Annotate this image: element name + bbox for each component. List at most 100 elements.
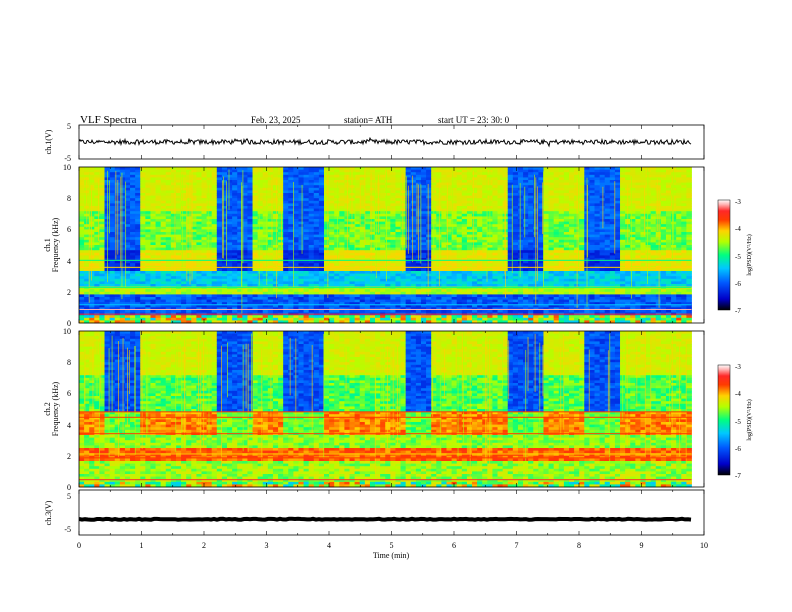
spectrogram-cell xyxy=(89,172,95,176)
spectrogram-cell xyxy=(186,203,192,207)
spectrogram-cell xyxy=(313,299,320,303)
spectrogram-cell xyxy=(257,174,264,178)
spectrogram-cell xyxy=(497,237,504,241)
spectrogram-cell xyxy=(354,260,361,264)
spectrogram-cell xyxy=(211,247,218,251)
spectrogram-cell xyxy=(242,294,248,298)
spectrogram-cell xyxy=(252,229,259,233)
spectrogram-cell xyxy=(262,219,269,222)
spectrogram-cell xyxy=(451,247,458,251)
spectrogram-cell xyxy=(206,182,213,186)
spectrogram-cell xyxy=(324,187,330,191)
spectrogram-cell xyxy=(339,172,345,176)
spectrogram-cell xyxy=(380,297,386,300)
spectrogram-cell xyxy=(94,263,100,267)
spectrogram-cell xyxy=(278,224,284,228)
spectrogram-cell xyxy=(79,273,85,277)
spectrogram-cell xyxy=(380,268,386,272)
spectrogram-cell xyxy=(420,190,427,194)
spectrogram-cell xyxy=(89,169,95,173)
ch1-spectrogram-panel: 0 2 4 6 8 10 ch.1 Frequency (kHz) xyxy=(43,163,705,328)
spectrogram-cell xyxy=(191,190,197,194)
spectrogram-cell xyxy=(237,297,243,300)
spectrogram-cell xyxy=(206,203,213,207)
spectrogram-cell xyxy=(359,195,366,199)
spectrogram-cell xyxy=(130,221,136,225)
spectrogram-cell xyxy=(124,250,131,254)
spectrogram-cell xyxy=(400,304,407,308)
spectrogram-cell xyxy=(359,167,366,170)
spectrogram-cell xyxy=(221,268,228,272)
spectrogram-cell xyxy=(247,195,253,199)
spectrogram-cell xyxy=(492,216,498,220)
spectrogram-cell xyxy=(303,255,310,259)
spectrogram-cell xyxy=(130,180,136,183)
spectrogram-cell xyxy=(482,281,488,285)
spectrogram-cell xyxy=(298,317,304,321)
spectrogram-cell xyxy=(257,167,264,170)
spectrogram-cell xyxy=(124,229,131,233)
spectrogram-cell xyxy=(272,198,279,202)
spectrogram-cell xyxy=(150,263,156,267)
spectrogram-cell xyxy=(313,232,320,235)
spectrogram-cell xyxy=(472,247,478,251)
spectrogram-cell xyxy=(94,278,100,282)
spectrogram-cell xyxy=(84,252,90,256)
spectrogram-cell xyxy=(324,232,330,235)
spectrogram-cell xyxy=(186,247,192,251)
spectrogram-cell xyxy=(94,167,100,170)
spectrogram-cell xyxy=(420,281,427,285)
spectrogram-cell xyxy=(441,317,447,321)
spectrogram-cell xyxy=(155,307,162,311)
spectrogram-cell xyxy=(308,216,315,220)
spectrogram-cell xyxy=(99,226,105,230)
spectrogram-cell xyxy=(492,239,498,243)
spectrogram-cell xyxy=(252,208,259,212)
spectrogram-cell xyxy=(395,195,401,199)
spectrogram-cell xyxy=(237,237,243,241)
spectrogram-cell xyxy=(298,221,304,225)
spectrogram-cell xyxy=(242,177,248,181)
spectrogram-cell xyxy=(298,206,304,209)
spectrogram-cell xyxy=(283,167,289,170)
spectrogram-cell xyxy=(114,167,121,170)
spectrogram-cell xyxy=(272,276,279,280)
spectrogram-cell xyxy=(318,263,325,267)
spectrogram-cell xyxy=(441,271,447,274)
spectrogram-cell xyxy=(487,250,493,254)
spectrogram-cell xyxy=(186,226,192,230)
spectrogram-cell xyxy=(288,237,294,241)
spectrogram-cell xyxy=(247,289,253,293)
spectrogram-cell xyxy=(232,273,238,277)
spectrogram-cell xyxy=(472,177,478,181)
spectrogram-cell xyxy=(400,193,407,196)
spectrogram-cell xyxy=(369,206,376,209)
spectrogram-cell xyxy=(400,242,407,246)
spectrogram-cell xyxy=(415,278,422,282)
spectrogram-cell xyxy=(354,255,361,259)
spectrogram-cell xyxy=(466,255,473,259)
spectrogram-cell xyxy=(492,174,498,178)
spectrogram-cell xyxy=(104,302,111,306)
spectrogram-cell xyxy=(237,281,243,285)
spectrogram-cell xyxy=(94,224,100,228)
spectrogram-cell xyxy=(272,224,279,228)
spectrogram-cell xyxy=(237,255,243,259)
spectrogram-cell xyxy=(160,182,167,186)
spectrogram-cell xyxy=(446,294,452,298)
spectrogram-cell xyxy=(492,252,498,256)
spectrogram-cell xyxy=(308,273,315,277)
spectrogram-cell xyxy=(492,211,498,215)
spectrogram-cell xyxy=(472,237,478,241)
spectrogram-cell xyxy=(278,219,284,222)
spectrogram-cell xyxy=(477,206,483,209)
spectrogram-cell xyxy=(329,208,335,212)
spectrogram-cell xyxy=(104,315,111,319)
spectrogram-cell xyxy=(329,307,335,311)
spectrogram-cell xyxy=(160,169,167,173)
spectrogram-cell xyxy=(472,213,478,217)
spectrogram-cell xyxy=(267,221,274,225)
spectrogram-cell xyxy=(227,247,233,251)
spectrogram-cell xyxy=(252,169,259,173)
spectrogram-cell xyxy=(109,297,116,300)
